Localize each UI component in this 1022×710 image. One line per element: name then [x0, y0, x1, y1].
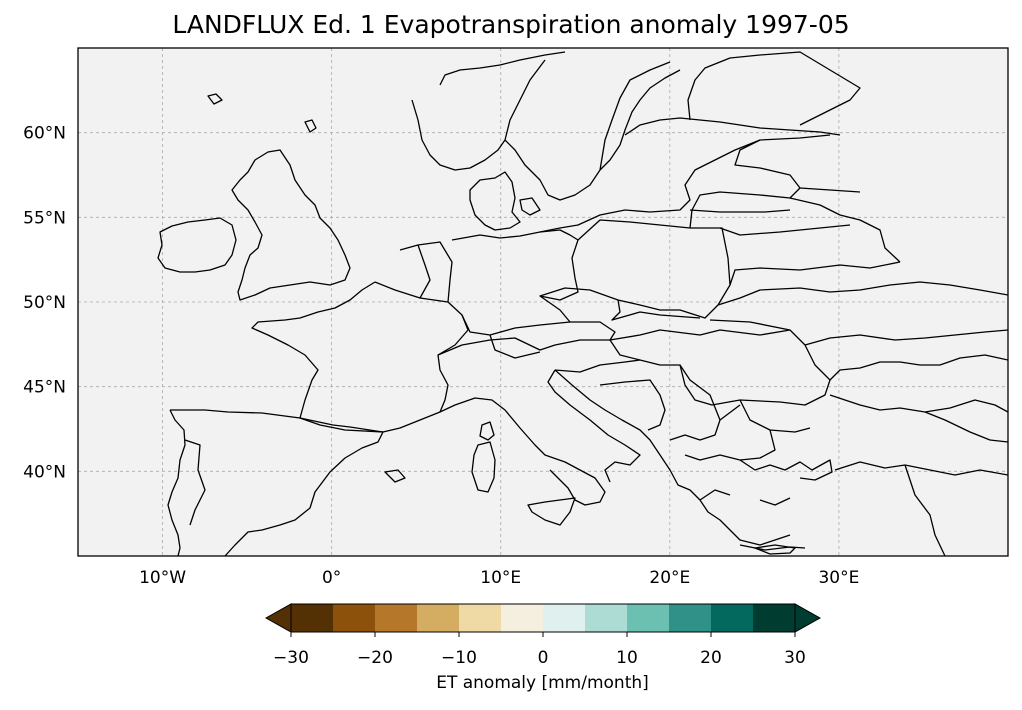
border-balkans — [554, 359, 811, 461]
colorbar-bin — [753, 604, 795, 632]
colorbar-bin — [333, 604, 375, 632]
coastline-adriatic — [554, 369, 791, 546]
colorbar-extend-low — [264, 603, 292, 633]
coastline-aegean — [739, 459, 833, 551]
colorbar-bin — [417, 604, 459, 632]
coastline-iberia — [167, 409, 384, 556]
colorbar-bin — [375, 604, 417, 632]
border-germany — [451, 229, 579, 336]
border-ukraine — [717, 261, 1008, 346]
coastline-sardinia — [471, 441, 496, 493]
lon-tick-label: 10°E — [480, 568, 521, 588]
coastline-sicily — [527, 497, 576, 526]
border-alps — [437, 321, 616, 359]
coastline-black-sea — [829, 354, 1008, 556]
colorbar-bin — [501, 604, 543, 632]
colorbar-tick-label: 0 — [538, 648, 549, 668]
colorbar-bin — [711, 604, 753, 632]
colorbar-extend-high — [794, 603, 822, 633]
axis-ticks: 10°W 0° 10°E 20°E 30°E 60°N 55°N 50°N 45°N 40°N — [23, 124, 859, 588]
border-russia-west — [789, 187, 901, 263]
lat-tick-label: 40°N — [23, 462, 66, 482]
colorbar: −30 −20 −10 0 10 20 30 — [264, 603, 822, 668]
border-eastern-europe — [609, 319, 831, 406]
colorbar-bin — [627, 604, 669, 632]
colorbar-bin — [459, 604, 501, 632]
colorbar-bin — [543, 604, 585, 632]
lat-tick-label: 60°N — [23, 124, 66, 144]
border-portugal — [184, 439, 206, 526]
colorbar-tick-label: 10 — [616, 648, 638, 668]
map-title: LANDFLUX Ed. 1 Evapotranspiration anomal… — [172, 10, 850, 39]
coastline-crete — [754, 544, 796, 555]
lat-tick-label: 55°N — [23, 208, 66, 228]
lon-tick-label: 0° — [322, 568, 341, 588]
coastline-denmark — [469, 171, 541, 231]
coastline-france — [251, 281, 376, 419]
colorbar-tick-label: 20 — [700, 648, 722, 668]
colorbar-bin — [585, 604, 627, 632]
coastline-baltic — [539, 139, 761, 233]
coastline-balearic — [384, 469, 406, 483]
lon-tick-label: 20°E — [649, 568, 690, 588]
map-frame — [77, 47, 1009, 557]
lat-tick-label: 45°N — [23, 378, 66, 398]
coastlines — [157, 51, 1008, 556]
colorbar-tick-label: −20 — [357, 648, 393, 668]
coastline-finland — [624, 51, 861, 136]
gridlines — [78, 48, 1008, 556]
colorbar-tick-label: −10 — [441, 648, 477, 668]
colorbar-bin — [291, 604, 333, 632]
colorbar-bin — [669, 604, 711, 632]
coastline-great-britain — [231, 149, 351, 301]
coastline-corsica — [479, 421, 495, 441]
coastline-faroe — [207, 93, 223, 105]
lon-tick-label: 30°E — [818, 568, 859, 588]
colorbar-label: ET anomaly [mm/month] — [436, 673, 649, 693]
border-benelux — [399, 241, 453, 303]
lon-tick-label: 10°W — [139, 568, 186, 588]
coastline-ireland — [157, 217, 237, 273]
border-spain-france — [299, 417, 384, 433]
coastline-scandinavia — [411, 51, 681, 201]
colorbar-tick-label: 30 — [784, 648, 806, 668]
lat-tick-label: 50°N — [23, 293, 66, 313]
coastline-shetland — [304, 119, 317, 133]
colorbar-tick-label: −30 — [273, 648, 309, 668]
